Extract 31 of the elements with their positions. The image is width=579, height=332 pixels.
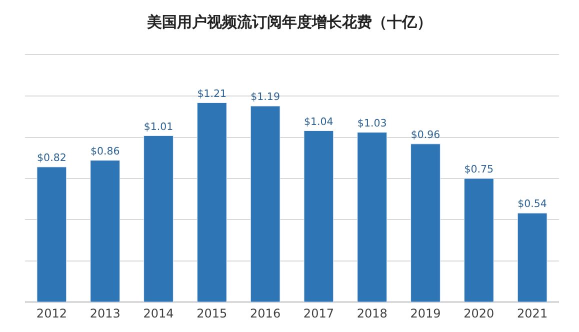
data-label: $0.96 [410, 130, 440, 141]
bar [36, 166, 67, 302]
data-label: $1.19 [250, 91, 280, 104]
x-tick-label: 2020 [464, 306, 494, 320]
data-label: $0.82 [37, 152, 66, 164]
bar [410, 144, 440, 302]
bar [90, 160, 120, 302]
x-tick-label: 2014 [143, 306, 174, 320]
data-label: $1.01 [144, 120, 174, 133]
x-tick-label: 2021 [517, 306, 548, 320]
bar [304, 130, 334, 302]
data-label: $1.04 [304, 116, 334, 128]
data-label: $1.03 [357, 117, 387, 130]
bar [357, 132, 388, 302]
x-tick-label: 2015 [196, 306, 228, 320]
x-tick-label: 2018 [356, 306, 388, 320]
x-tick-label: 2016 [250, 306, 281, 320]
bar [464, 178, 494, 302]
x-tick-label: 2013 [90, 306, 120, 320]
bar [196, 102, 227, 302]
bar [517, 212, 548, 302]
x-tick-label: 2017 [303, 306, 334, 320]
x-tick-label: 2012 [36, 306, 67, 320]
chart-title: 美国用户视频流订阅年度增长花费（十亿） [146, 13, 432, 32]
bar [250, 106, 280, 302]
data-label: $0.75 [464, 164, 494, 176]
data-label: $0.86 [90, 146, 120, 158]
x-tick-label: 2019 [410, 306, 441, 320]
data-label: $1.21 [197, 88, 227, 100]
bar [144, 135, 174, 302]
data-label: $0.54 [518, 199, 547, 210]
